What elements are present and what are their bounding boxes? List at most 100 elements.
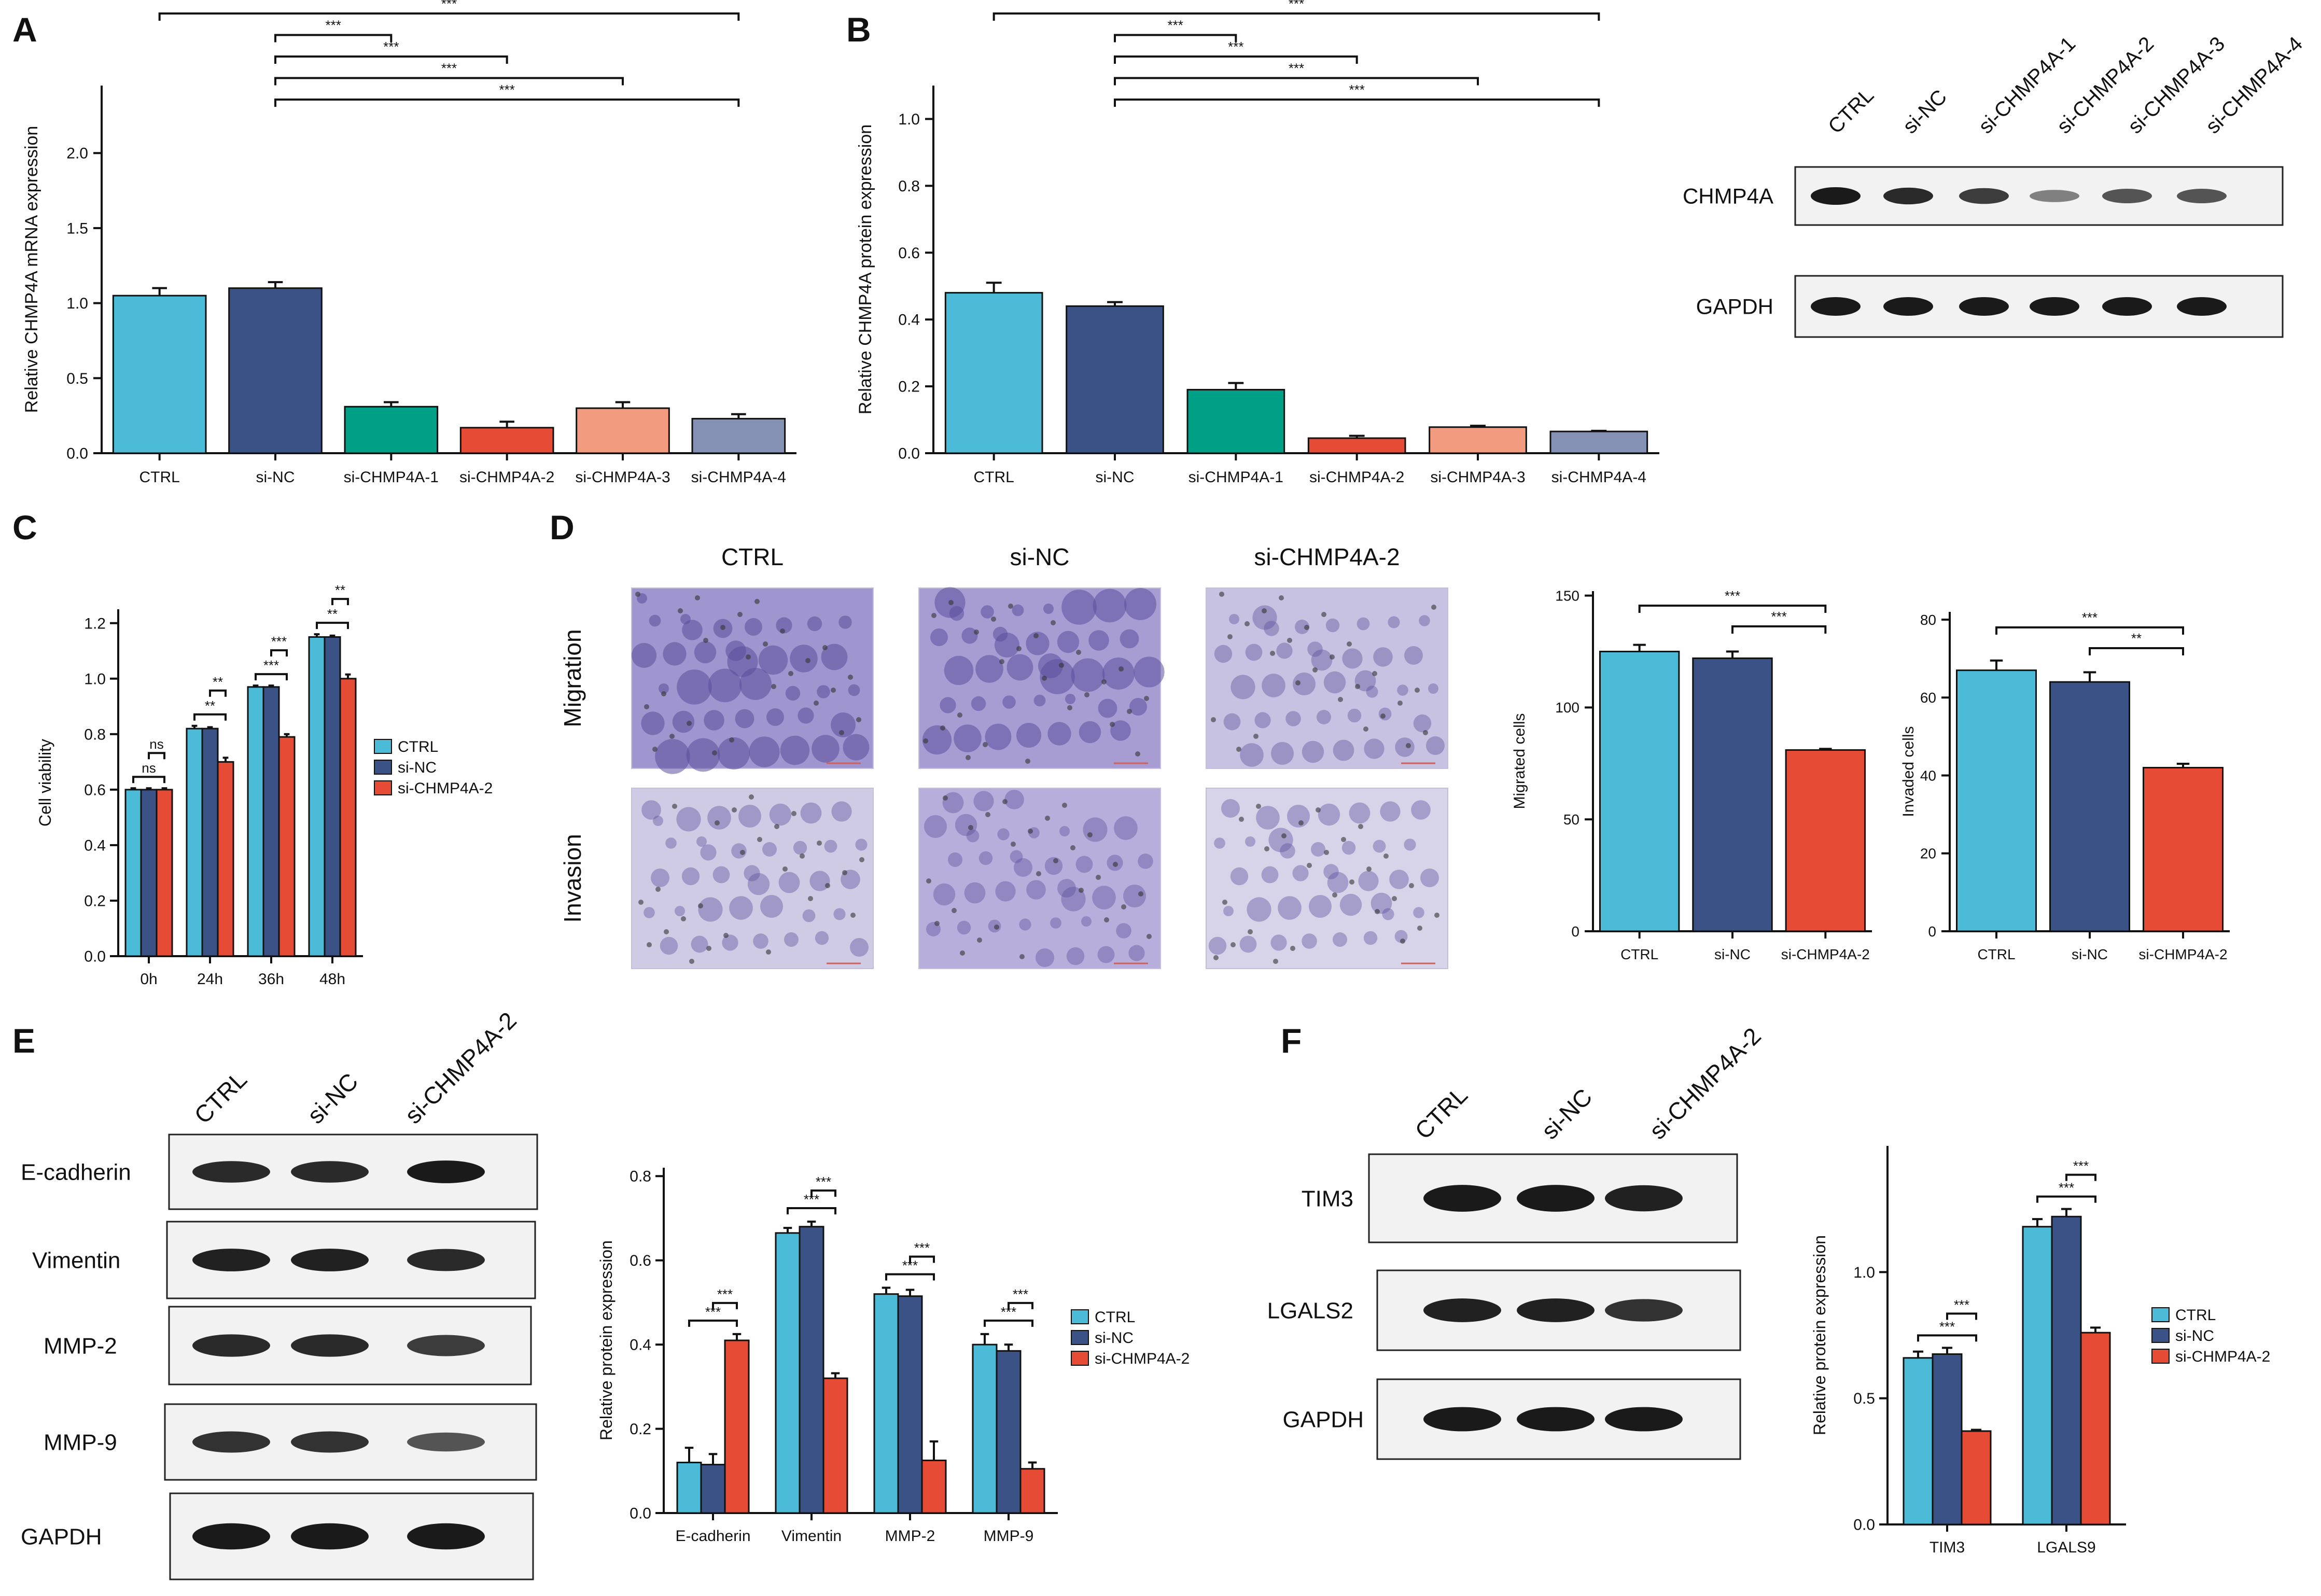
legend-swatch bbox=[374, 780, 392, 795]
significance-label: *** bbox=[2059, 1180, 2074, 1196]
pore-dot bbox=[968, 825, 973, 830]
cell-blob bbox=[1373, 647, 1393, 667]
y-tick-label: 0.0 bbox=[1853, 1517, 1875, 1534]
significance-label: ns bbox=[149, 736, 163, 752]
y-tick-label: 1.0 bbox=[898, 111, 920, 128]
row-label: GAPDH bbox=[21, 1524, 102, 1549]
cell-blob bbox=[1339, 893, 1362, 916]
y-tick-label: 1.0 bbox=[84, 670, 106, 688]
cell-blob bbox=[1366, 685, 1378, 698]
bar-CTRL bbox=[944, 292, 1043, 454]
pore-dot bbox=[1059, 663, 1064, 668]
cell-blob bbox=[653, 816, 663, 826]
pore-dot bbox=[1415, 688, 1420, 693]
bar-CTRL bbox=[972, 1343, 998, 1514]
y-tick-label: 0.8 bbox=[898, 178, 920, 195]
pore-dot bbox=[763, 641, 768, 647]
significance-bracket bbox=[1114, 34, 1237, 43]
blot-band bbox=[1605, 1407, 1683, 1432]
bar-si-NC bbox=[2051, 1215, 2082, 1525]
cell-blob bbox=[655, 739, 690, 774]
pore-dot bbox=[1144, 696, 1149, 701]
significance-bracket bbox=[992, 12, 1600, 21]
pore-dot bbox=[1096, 875, 1101, 880]
pore-dot bbox=[754, 599, 760, 604]
cell-blob bbox=[1057, 631, 1080, 653]
row-label: Vimentin bbox=[32, 1248, 120, 1273]
significance-bracket bbox=[909, 1255, 935, 1263]
cell-blob bbox=[922, 725, 952, 755]
cell-blob bbox=[940, 697, 956, 713]
pore-dot bbox=[638, 900, 644, 905]
pore-dot bbox=[635, 592, 640, 597]
row-label: MMP-9 bbox=[44, 1430, 117, 1455]
cell-blob bbox=[675, 906, 685, 916]
pore-dot bbox=[948, 600, 954, 605]
blot-band bbox=[291, 1431, 369, 1453]
pore-dot bbox=[1127, 709, 1132, 714]
pore-dot bbox=[943, 795, 948, 801]
significance-label: *** bbox=[263, 657, 279, 673]
bar-CTRL bbox=[186, 727, 203, 957]
cell-blob bbox=[704, 710, 724, 731]
bar-si-NC bbox=[2049, 681, 2130, 932]
blot-band bbox=[1605, 1299, 1683, 1322]
cell-blob bbox=[766, 708, 784, 726]
cell-blob bbox=[848, 684, 860, 696]
y-tick-label: 0.0 bbox=[84, 948, 106, 965]
pore-dot bbox=[774, 824, 779, 829]
pore-dot bbox=[1236, 747, 1241, 752]
y-tick-label: 0.0 bbox=[630, 1505, 651, 1522]
cell-blob bbox=[1287, 805, 1310, 828]
cell-blob bbox=[1270, 934, 1287, 951]
bar-si-CHMP4A-2 bbox=[156, 789, 173, 957]
pore-dot bbox=[1304, 625, 1309, 630]
pore-dot bbox=[1146, 934, 1152, 939]
pore-dot bbox=[1281, 833, 1287, 838]
y-tick-label: 20 bbox=[1920, 846, 1936, 862]
blot-band bbox=[407, 1335, 485, 1356]
significance-bracket bbox=[255, 673, 288, 681]
cell-blob bbox=[1230, 867, 1249, 886]
cell-blob bbox=[694, 641, 717, 664]
cell-blob bbox=[1014, 858, 1032, 877]
x-tick-label: si-CHMP4A-4 bbox=[691, 469, 786, 486]
cell-blob bbox=[1245, 836, 1255, 847]
cell-blob bbox=[712, 866, 730, 884]
y-tick-label: 1.0 bbox=[1853, 1264, 1875, 1281]
blot-band bbox=[291, 1334, 369, 1357]
significance-bracket bbox=[274, 99, 740, 107]
cell-blob bbox=[1066, 947, 1085, 965]
legend-swatch bbox=[1071, 1330, 1089, 1345]
cell-blob bbox=[1271, 742, 1294, 765]
cell-blob bbox=[793, 841, 807, 855]
pore-dot bbox=[825, 883, 830, 888]
significance-bracket bbox=[1946, 1312, 1977, 1320]
significance-bracket bbox=[2036, 1195, 2096, 1203]
pore-dot bbox=[800, 853, 805, 859]
x-tick-label: si-CHMP4A-4 bbox=[1551, 469, 1646, 486]
y-tick-label: 40 bbox=[1920, 767, 1936, 783]
pore-dot bbox=[960, 950, 965, 956]
cell-blob bbox=[812, 735, 840, 763]
legend-swatch bbox=[1071, 1309, 1089, 1324]
x-tick-label: si-CHMP4A-3 bbox=[575, 469, 670, 486]
cell-blob bbox=[957, 920, 971, 935]
cell-blob bbox=[1256, 806, 1280, 830]
significance-label: *** bbox=[816, 1174, 831, 1189]
cell-blob bbox=[1116, 923, 1131, 939]
cell-blob bbox=[802, 909, 816, 922]
cell-blob bbox=[1124, 588, 1156, 620]
cell-blob bbox=[1327, 872, 1349, 893]
cell-blob bbox=[1411, 800, 1431, 820]
bar-si-CHMP4A-3 bbox=[1429, 426, 1527, 454]
significance-label: *** bbox=[1289, 61, 1304, 76]
pore-dot bbox=[1219, 592, 1224, 597]
x-tick-label: si-NC bbox=[1096, 469, 1135, 486]
blot-band bbox=[192, 1523, 270, 1550]
cell-blob bbox=[973, 791, 994, 811]
pore-dot bbox=[1347, 641, 1352, 647]
pore-dot bbox=[1118, 666, 1124, 671]
bar-si-CHMP4A-3 bbox=[576, 407, 670, 454]
